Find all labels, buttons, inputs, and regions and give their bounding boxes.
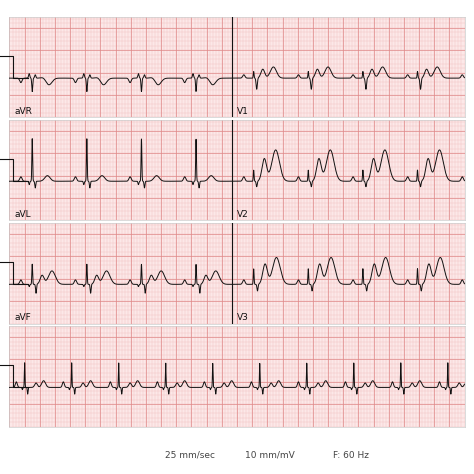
Text: 10 mm/mV: 10 mm/mV (246, 451, 295, 460)
Text: aVF: aVF (14, 313, 31, 322)
Text: aVR: aVR (14, 107, 32, 116)
Text: 25 mm/sec: 25 mm/sec (164, 451, 215, 460)
Text: V1: V1 (237, 107, 249, 116)
Text: V2: V2 (237, 210, 249, 219)
Text: V3: V3 (237, 313, 249, 322)
Text: aVL: aVL (14, 210, 31, 219)
Text: F: 60 Hz: F: 60 Hz (333, 451, 369, 460)
